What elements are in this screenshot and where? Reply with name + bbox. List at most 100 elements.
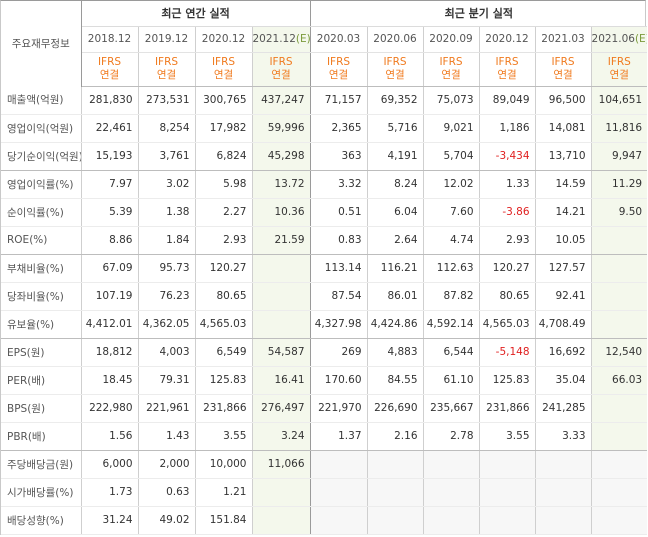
ifrs-label: IFRS <box>326 56 351 68</box>
value-cell: -5,148 <box>478 338 536 367</box>
ifrs-consolidated-badge: IFRS 연결 <box>137 52 195 87</box>
value-cell: 276,497 <box>251 394 311 423</box>
consolidated-label: 연결 <box>441 69 461 81</box>
period-label: 2020.06 <box>373 33 417 45</box>
value-cell: 96,500 <box>534 86 592 115</box>
value-cell: 120.27 <box>194 254 252 283</box>
value-cell: 21.59 <box>251 226 311 255</box>
row-label: 영업이익(억원) <box>1 114 82 143</box>
value-cell: 151.84 <box>194 506 252 535</box>
value-cell: 300,765 <box>194 86 252 115</box>
value-cell: 17,982 <box>194 114 252 143</box>
value-cell: 2.16 <box>366 422 424 451</box>
value-cell: 2.27 <box>194 198 252 227</box>
value-cell: 3.02 <box>137 170 195 199</box>
value-cell <box>422 450 480 479</box>
ifrs-label: IFRS <box>383 56 407 68</box>
value-cell: 120.27 <box>478 254 536 283</box>
value-cell: 231,866 <box>194 394 252 423</box>
value-cell: 0.51 <box>309 198 368 227</box>
value-cell <box>590 422 648 451</box>
value-cell: 2,000 <box>137 450 195 479</box>
value-cell: 9,947 <box>590 142 648 171</box>
ifrs-consolidated-badge: IFRS 연결 <box>534 52 592 87</box>
ifrs-label: IFRS <box>495 56 519 68</box>
value-cell: 87.54 <box>309 282 368 311</box>
consolidated-label: 연결 <box>609 69 629 81</box>
period-label: 2019.12 <box>144 33 189 45</box>
value-cell: 231,866 <box>478 394 536 423</box>
value-cell <box>478 478 536 507</box>
value-cell: 5,704 <box>422 142 480 171</box>
value-cell: 4,327.98 <box>309 310 368 339</box>
ifrs-consolidated-badge: IFRS 연결 <box>194 52 252 87</box>
value-cell: 4.74 <box>422 226 480 255</box>
row-label: PBR(배) <box>1 422 82 451</box>
value-cell: 6,824 <box>194 142 252 171</box>
period-label: 2021.06 <box>591 33 635 45</box>
financial-row: 시가배당률(%) 1.73 0.63 1.21 <box>1 478 648 507</box>
financial-row: 유보율(%) 4,412.01 4,362.05 4,565.03 4,327.98 4,… <box>1 310 648 339</box>
ifrs-consolidated-badge: IFRS 연결 <box>251 52 311 87</box>
value-cell: 87.82 <box>422 282 480 311</box>
ifrs-label: IFRS <box>211 56 236 68</box>
value-cell: 7.97 <box>81 170 138 199</box>
period-label: 2020.09 <box>429 33 473 45</box>
value-cell: 16.41 <box>251 366 311 395</box>
row-label: PER(배) <box>1 366 82 395</box>
period-header: 2018.12 <box>81 26 138 53</box>
value-cell: 8.24 <box>366 170 424 199</box>
financial-row: 매출액(억원) 281,830 273,531 300,765 437,247 71,15… <box>1 86 648 115</box>
value-cell: -3,434 <box>478 142 536 171</box>
ifrs-consolidated-badge: IFRS 연결 <box>366 52 424 87</box>
value-cell <box>590 226 648 255</box>
value-cell: 0.83 <box>309 226 368 255</box>
value-cell: 59,996 <box>251 114 311 143</box>
value-cell: 14.21 <box>534 198 592 227</box>
value-cell: 8.86 <box>81 226 138 255</box>
value-cell <box>590 450 648 479</box>
financial-row: PER(배) 18.45 79.31 125.83 16.41 170.60 84.55 61… <box>1 366 648 395</box>
value-cell: 18.45 <box>81 366 138 395</box>
value-cell: 6,000 <box>81 450 138 479</box>
value-cell: 3.24 <box>251 422 311 451</box>
value-cell <box>478 506 536 535</box>
value-cell: 104,651 <box>590 86 648 115</box>
value-cell: 10,000 <box>194 450 252 479</box>
value-cell: 3.55 <box>478 422 536 451</box>
financial-row: 당기순이익(억원) 15,193 3,761 6,824 45,298 363 4,191 5… <box>1 142 648 171</box>
consolidated-label: 연결 <box>553 69 573 81</box>
value-cell: 2.64 <box>366 226 424 255</box>
value-cell: 3.32 <box>309 170 368 199</box>
value-cell: 89,049 <box>478 86 536 115</box>
value-cell: 125.83 <box>194 366 252 395</box>
annual-results-heading: 최근 연간 실적 <box>81 1 311 27</box>
financial-row: PBR(배) 1.56 1.43 3.55 3.24 1.37 2.16 2.78 3.55 3.… <box>1 422 648 451</box>
estimate-mark: (E) <box>634 33 647 45</box>
value-cell: 221,961 <box>137 394 195 423</box>
row-label: EPS(원) <box>1 338 82 367</box>
row-label: 매출액(억원) <box>1 86 82 115</box>
value-cell: 5.98 <box>194 170 252 199</box>
value-cell <box>590 310 648 339</box>
value-cell: 9.50 <box>590 198 648 227</box>
value-cell: 4,191 <box>366 142 424 171</box>
value-cell: 13,710 <box>534 142 592 171</box>
value-cell: 1,186 <box>478 114 536 143</box>
period-label: 2021.03 <box>541 33 585 45</box>
row-label: 영업이익률(%) <box>1 170 82 199</box>
period-label: 2020.12 <box>485 33 529 45</box>
value-cell: 12,540 <box>590 338 648 367</box>
value-cell: 0.63 <box>137 478 195 507</box>
value-cell: 18,812 <box>81 338 138 367</box>
value-cell <box>251 254 311 283</box>
value-cell: 76.23 <box>137 282 195 311</box>
financial-row: 배당성향(%) 31.24 49.02 151.84 <box>1 506 648 535</box>
value-cell: 222,980 <box>81 394 138 423</box>
value-cell <box>251 506 311 535</box>
value-cell: 4,003 <box>137 338 195 367</box>
value-cell: 67.09 <box>81 254 138 283</box>
value-cell: 113.14 <box>309 254 368 283</box>
row-label: 순이익률(%) <box>1 198 82 227</box>
